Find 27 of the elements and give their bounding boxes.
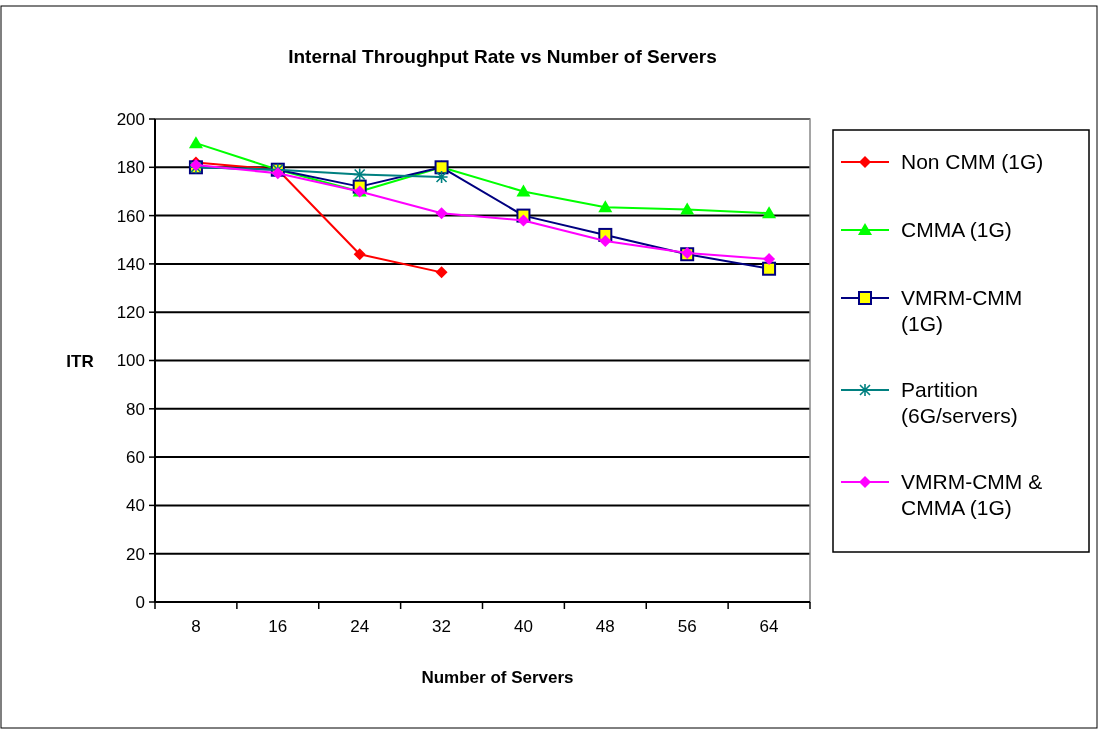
y-tick-label: 80	[126, 399, 145, 419]
x-tick-label: 24	[350, 617, 370, 636]
x-tick-label: 8	[191, 617, 201, 636]
x-tick-label: 56	[677, 617, 697, 636]
y-tick-label: 0	[135, 592, 145, 612]
legend-label: VMRM-CMM (1G)	[901, 286, 1023, 336]
x-axis-title: Number of Servers	[421, 668, 574, 687]
y-axis-title: ITR	[66, 352, 94, 371]
legend-label: CMMA (1G)	[901, 218, 1012, 242]
y-tick-label: 180	[116, 158, 145, 178]
y-tick-label: 120	[116, 303, 145, 323]
legend-label: Non CMM (1G)	[901, 150, 1044, 174]
y-tick-label: 20	[126, 544, 145, 564]
x-tick-label: 40	[513, 617, 533, 636]
y-tick-label: 160	[116, 206, 145, 226]
y-tick-label: 140	[116, 254, 145, 274]
x-tick-label: 16	[268, 617, 288, 636]
y-tick-label: 40	[126, 496, 145, 516]
x-tick-label: 64	[759, 617, 779, 636]
legend-label: VMRM-CMM & CMMA (1G)	[901, 470, 1043, 520]
y-tick-label: 60	[126, 448, 145, 468]
y-tick-label: 200	[116, 109, 145, 129]
chart-title: Internal Throughput Rate vs Number of Servers	[288, 46, 717, 67]
x-tick-label: 48	[595, 617, 615, 636]
x-tick-label: 32	[432, 617, 452, 636]
legend-label: Partition (6G/servers)	[901, 378, 1018, 428]
y-tick-label: 100	[116, 351, 145, 371]
